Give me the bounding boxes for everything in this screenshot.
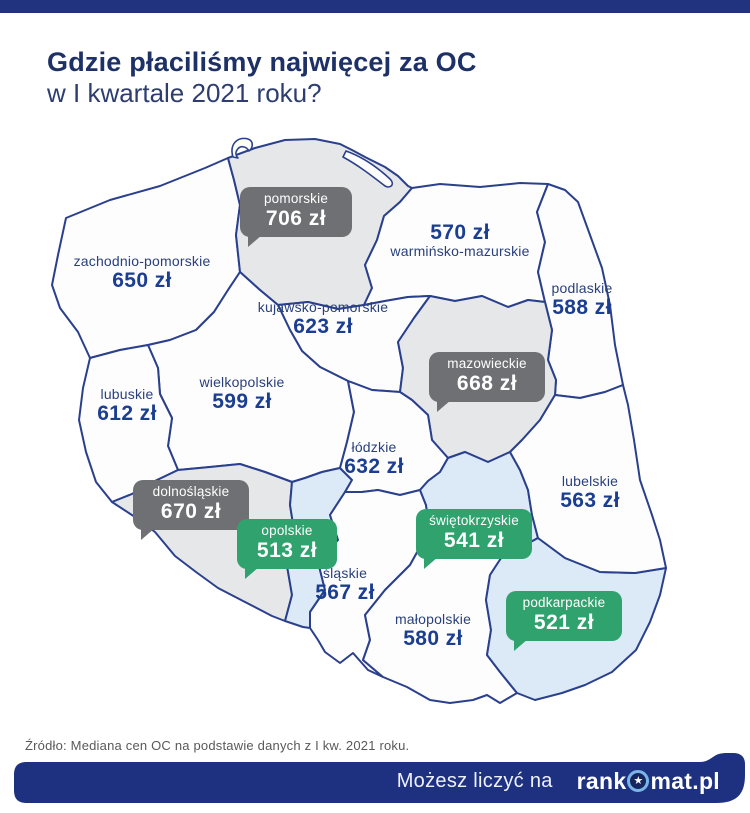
callout-dolnoslaskie: dolnośląskie 670 zł	[133, 480, 249, 540]
label-lodzkie: łódzkie 632 zł	[344, 438, 404, 479]
rankomat-logo[interactable]: rank ★ mat.pl	[577, 768, 720, 795]
bottom-ribbon	[14, 753, 745, 803]
hel-peninsula	[342, 150, 393, 188]
callout-pomorskie: pomorskie 706 zł	[240, 187, 352, 247]
bottom-tagline: Możesz liczyć na	[396, 769, 553, 792]
coast-hook-west	[231, 137, 254, 159]
bottom-bar-content: Możesz liczyć na rank ★ mat.pl	[397, 766, 720, 796]
callout-podkarpackie: podkarpackie 521 zł	[506, 591, 622, 651]
label-slaskie: śląskie 567 zł	[315, 564, 375, 605]
label-kujawsko-pomorskie: kujawsko-pomorskie 623 zł	[257, 298, 389, 339]
region-lubelskie-shape	[509, 384, 667, 574]
label-lubelskie: lubelskie 563 zł	[560, 472, 620, 513]
bottom-ribbon-shape	[14, 753, 745, 803]
brand-suffix: mat.pl	[650, 767, 720, 794]
star-icon: ★	[627, 770, 650, 792]
callout-opolskie: opolskie 513 zł	[237, 519, 337, 579]
label-wielkopolskie: wielkopolskie 599 zł	[199, 373, 285, 414]
brand-prefix: rank	[576, 767, 627, 794]
label-podlaskie: podlaskie 588 zł	[551, 279, 613, 320]
label-warminsko-mazurskie: 570 zł warmińsko-mazurskie	[390, 220, 530, 259]
callout-mazowieckie: mazowieckie 668 zł	[429, 352, 545, 412]
page-title: Gdzie płaciliśmy najwięcej za OC w I kwa…	[47, 46, 477, 109]
title-line-light: w I kwartale 2021 roku?	[47, 78, 322, 108]
label-malopolskie: małopolskie 580 zł	[394, 610, 472, 651]
label-lubuskie: lubuskie 612 zł	[97, 385, 157, 426]
callout-swietokrzyskie: świętokrzyskie 541 zł	[416, 509, 532, 569]
source-note: Źródło: Mediana cen OC na podstawie dany…	[25, 738, 410, 753]
title-line-bold: Gdzie płaciliśmy najwięcej za OC	[47, 47, 477, 77]
top-accent-bar	[0, 0, 750, 13]
label-zachodnio-pomorskie: zachodnio-pomorskie 650 zł	[73, 252, 211, 293]
